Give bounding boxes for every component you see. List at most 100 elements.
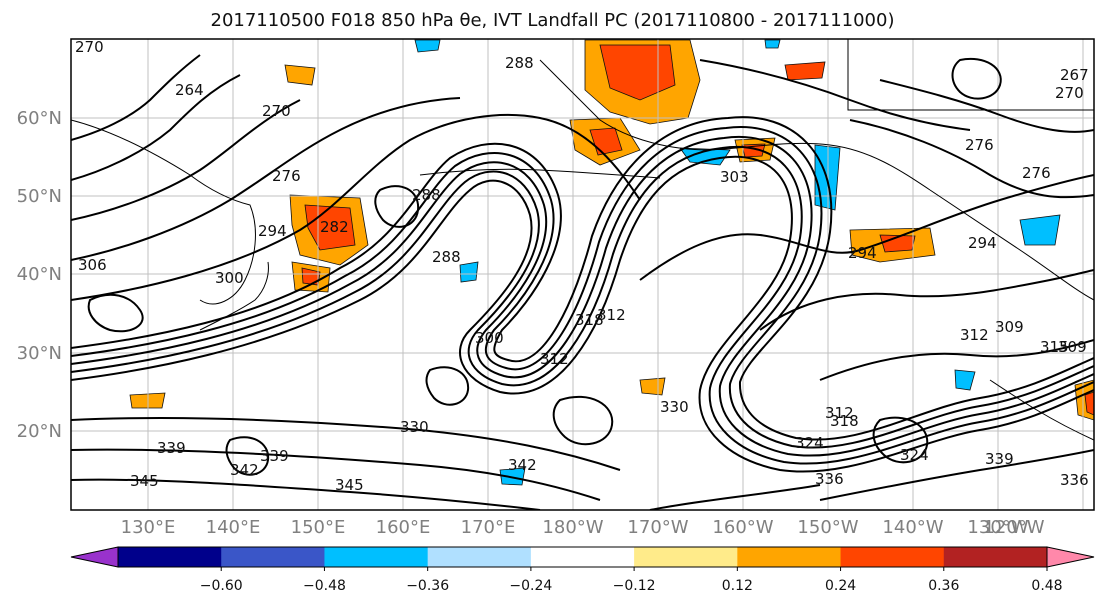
contour-line [225,436,270,476]
lon-tick-label: 130°W [967,517,1028,538]
contour-line [71,478,541,510]
contour-line [879,79,1094,133]
colorbar-tick-label: 0.48 [1031,578,1062,594]
colorbar-high-extend [1046,546,1095,568]
contour-line [71,155,1094,473]
contour-line [71,97,461,261]
contour-line [71,145,1094,465]
contour-label: 270 [1055,84,1084,102]
colorbar-low-extend [70,546,119,568]
contour-label: 336 [1060,471,1089,489]
coastline-japan [199,261,269,331]
contour-label: 303 [720,168,749,186]
lon-tick-label: 170°W [627,517,688,538]
contour-label: 267 [1060,66,1089,84]
contour-label: 330 [400,418,429,436]
contour-line [872,416,929,464]
contour-label: 324 [900,446,929,464]
lon-tick-label: 130°E [121,517,176,538]
lon-tick-label: 150°E [291,517,346,538]
contour-label: 339 [157,439,186,457]
map-frame [70,38,1095,511]
contour-line [425,366,470,406]
contour-line [71,417,621,471]
contour-line [552,395,614,446]
contour-line [951,57,1002,100]
lon-tick-label: 140°E [206,517,261,538]
contour-line [71,54,201,141]
contour-line [819,339,1094,381]
contour-label: 294 [968,234,997,252]
contour-label: 330 [660,398,689,416]
contour-label: 309 [1058,338,1087,356]
shade-patch-blue-ne [764,39,781,49]
contour-label: 264 [175,81,204,99]
contour-label: 306 [78,256,107,274]
contour-line [71,99,301,221]
lon-tick-label: 150°W [797,517,858,538]
contour-label: 300 [475,329,504,347]
contour-labels: 270 264 288 270 276 276 288 294 282 300 … [75,39,1089,494]
lon-tick-label: 140°W [882,517,943,538]
shade-patch-blue-coast [1019,214,1061,246]
shade-patch-blue-mid [459,261,479,283]
contour-label: 270 [262,102,291,120]
shade-patch-orange-north [784,61,826,81]
contour-label: 318 [830,412,859,430]
colorbar-tick-label: −0.36 [406,578,449,594]
theta-e-contours [71,54,1094,510]
colorbar-segment [427,547,532,567]
contour-line [87,293,144,333]
contour-line [71,113,641,301]
colorbar-segment [840,547,945,567]
contour-label: 342 [230,461,259,479]
contour-label: 276 [965,136,994,154]
colorbar-tick-label: −0.24 [509,578,552,594]
contour-label: 339 [260,447,289,465]
lat-tick-label: 50°N [17,186,62,207]
colorbar-tick-label: −0.48 [303,578,346,594]
contour-label: 309 [995,318,1024,336]
shade-patch-blue-east [954,369,976,391]
lat-tick-label: 30°N [17,343,62,364]
contour-label: 312 [960,326,989,344]
contour-line [759,269,1094,331]
contour-label: 318 [575,311,604,329]
colorbar-segment [634,547,738,567]
contour-line [849,119,1094,199]
contour-label: 324 [795,434,824,452]
lat-tick-label: 40°N [17,264,62,285]
lat-tick-label: 20°N [17,421,62,442]
colorbar-segment [221,547,325,567]
colorbar-segment [737,547,842,567]
shade-patch-yukon [284,64,316,86]
latitude-axis: 60°N 50°N 40°N 30°N 20°N [17,108,62,442]
contour-label: 288 [412,186,441,204]
coastline-mexico [989,379,1094,441]
contour-label: 312 [825,404,854,422]
contour-line [819,449,1094,501]
contour-label: 294 [258,222,287,240]
colorbar-segment [118,547,222,567]
colorbar-frame [117,546,1048,568]
contour-line [649,484,821,510]
contour-line [71,135,1094,457]
coastline-asia [71,119,256,305]
contour-line [639,174,1094,281]
contour-label: 300 [215,269,244,287]
colorbar-tick-label: 0.12 [722,578,753,594]
colorbar-segment [324,547,429,567]
coastline-aleutians [419,168,661,179]
lon-tick-label: 160°W [712,517,773,538]
longitude-axis: 130°E 140°E 150°E 160°E 170°E 180°W 170°… [121,517,1045,538]
colorbar-segment [530,547,635,567]
contour-label: 312 [540,350,569,368]
coastline-canada [847,39,1094,111]
lon-tick-label: 170°E [461,517,516,538]
contour-label: 276 [1022,164,1051,182]
colorbar: −0.60 −0.48 −0.36 −0.24 −0.12 0.12 0.24 0.36 0.4… [70,546,1095,594]
contour-line [374,185,420,228]
contour-label: 288 [432,248,461,266]
contour-line [71,448,601,501]
